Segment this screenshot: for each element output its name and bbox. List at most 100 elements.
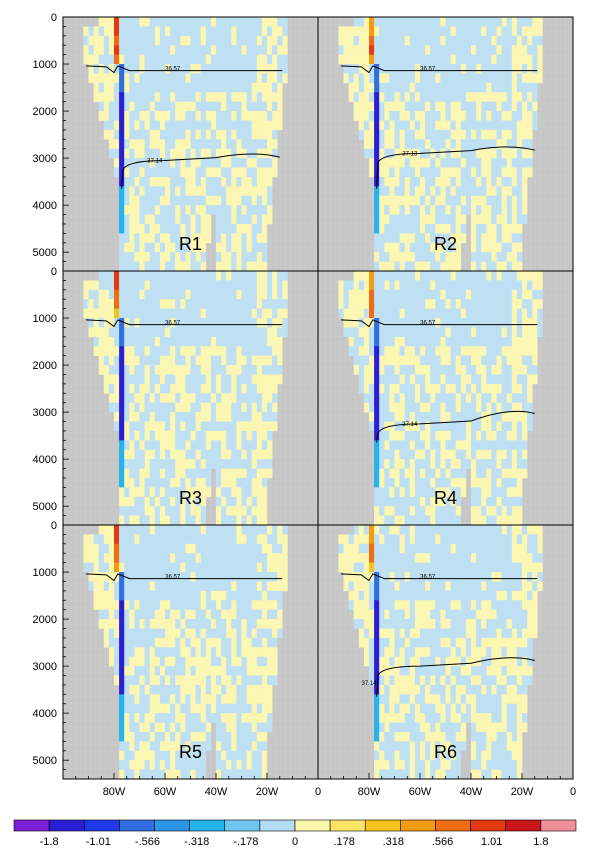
section-cell <box>379 477 385 488</box>
section-cell <box>124 223 130 234</box>
section-cell <box>486 158 492 168</box>
section-cell <box>282 553 288 563</box>
section-cell <box>119 421 125 432</box>
section-cell <box>369 17 375 27</box>
section-cell <box>246 600 252 610</box>
section-cell <box>144 299 150 309</box>
section-cell <box>180 82 186 93</box>
section-cell <box>185 543 191 554</box>
section-cell <box>185 82 191 93</box>
section-cell <box>394 412 400 422</box>
section-cell <box>267 572 273 582</box>
section-cell <box>511 17 518 27</box>
section-cell <box>159 741 166 752</box>
section-cell <box>261 440 268 451</box>
section-cell <box>226 26 232 37</box>
section-cell <box>200 581 207 592</box>
section-cell <box>414 223 421 234</box>
section-cell <box>139 167 145 178</box>
section-cell <box>124 45 130 55</box>
section-cell <box>185 280 191 291</box>
section-cell <box>409 487 416 498</box>
section-cell <box>165 289 171 300</box>
section-cell <box>465 289 472 300</box>
section-cell <box>379 214 385 225</box>
section-cell <box>119 346 125 356</box>
section-cell <box>175 477 181 488</box>
section-cell <box>154 195 161 206</box>
section-cell <box>384 581 390 592</box>
section-cell <box>139 421 145 432</box>
section-cell <box>108 562 115 573</box>
section-cell <box>491 223 497 234</box>
section-cell <box>501 440 507 451</box>
section-cell <box>216 703 222 714</box>
section-cell <box>532 26 538 37</box>
section-cell <box>389 581 395 592</box>
section-cell <box>175 242 181 253</box>
y-tick-label: 4000 <box>33 708 57 720</box>
section-cell <box>139 111 145 121</box>
section-cell <box>481 355 487 366</box>
section-cell <box>210 26 217 37</box>
section-cell <box>435 308 441 319</box>
section-cell <box>460 412 467 422</box>
section-cell <box>129 139 135 150</box>
section-cell <box>455 223 462 234</box>
section-cell <box>175 656 181 667</box>
section-cell <box>389 430 395 441</box>
section-cell <box>231 600 237 610</box>
section-cell <box>144 186 150 197</box>
section-cell <box>165 675 171 686</box>
section-cell <box>134 233 140 244</box>
section-cell <box>445 205 451 215</box>
section-cell <box>501 73 507 84</box>
section-cell <box>404 468 411 479</box>
section-cell <box>241 430 247 441</box>
section-cell <box>185 139 191 150</box>
section-cell <box>435 271 441 281</box>
section-cell <box>445 506 451 516</box>
section-cell <box>231 496 237 507</box>
section-cell <box>379 242 385 253</box>
section-cell <box>216 327 222 338</box>
section-cell <box>119 656 125 667</box>
section-cell <box>394 459 400 469</box>
section-cell <box>425 242 431 253</box>
section-cell <box>170 64 176 74</box>
section-cell <box>119 619 125 629</box>
section-cell <box>195 289 201 300</box>
section-cell <box>246 647 252 658</box>
section-cell <box>165 534 171 545</box>
section-cell <box>532 374 538 385</box>
section-cell <box>486 449 492 460</box>
section-cell <box>154 336 161 347</box>
section-cell <box>256 534 263 545</box>
section-cell <box>246 120 252 131</box>
section-cell <box>384 543 390 554</box>
section-cell <box>435 393 441 404</box>
section-cell <box>491 374 497 385</box>
section-cell <box>144 289 150 300</box>
section-cell <box>88 299 94 309</box>
section-cell <box>149 421 156 432</box>
section-cell <box>409 289 416 300</box>
section-cell <box>170 393 176 404</box>
section-cell <box>195 496 201 507</box>
section-cell <box>379 628 385 639</box>
section-cell <box>374 158 380 168</box>
section-cell <box>425 167 431 178</box>
section-cell <box>491 111 497 121</box>
section-cell <box>450 393 456 404</box>
section-cell <box>267 703 273 714</box>
section-cell <box>246 487 252 498</box>
section-cell <box>267 430 273 441</box>
section-cell <box>185 421 191 432</box>
section-cell <box>256 26 263 37</box>
section-cell <box>221 393 227 404</box>
section-cell <box>511 383 518 394</box>
section-cell <box>445 261 451 271</box>
section-cell <box>190 506 196 516</box>
section-cell <box>216 120 222 131</box>
section-cell <box>404 562 411 573</box>
